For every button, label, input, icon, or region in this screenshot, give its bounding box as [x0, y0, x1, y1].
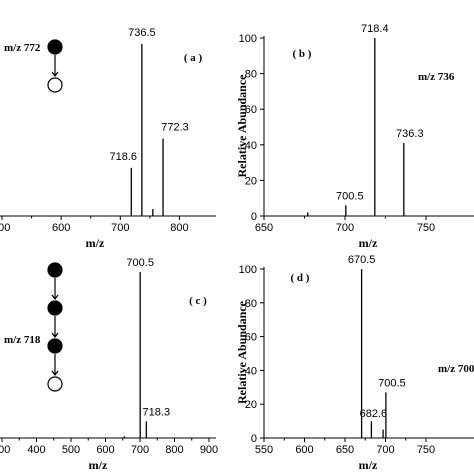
x-axis-title: m/z	[86, 236, 105, 250]
x-tick-label: 600	[52, 222, 70, 234]
x-tick-label: 700	[111, 222, 129, 234]
panel-b: 650 700 750 0 20 40 60 80 100 m/z Relative Abundan…	[235, 23, 474, 250]
panel-label: ( c )	[189, 295, 207, 307]
y-tick-label: 20	[245, 175, 257, 187]
x-tick-label: 500	[0, 222, 10, 234]
peak-label: 736.5	[128, 27, 156, 39]
peak-label: 718.4	[361, 23, 389, 35]
ion-label: m/z 718	[4, 334, 41, 346]
x-tick-label: 650	[255, 222, 273, 234]
x-tick-label: 800	[170, 222, 188, 234]
y-tick-label: 0	[251, 211, 257, 223]
peak-label: 718.3	[143, 406, 171, 418]
y-tick-label: 80	[245, 298, 257, 310]
scheme-arrowhead	[51, 71, 59, 77]
panel-label: ( b )	[293, 48, 312, 60]
filled-circle-icon	[47, 338, 63, 354]
panel-d: 550 600 650 700 750 0 20 40 60 80 100 m/z Relative A…	[235, 254, 474, 472]
panel-label: ( a )	[184, 52, 203, 64]
ion-label: m/z 700	[438, 363, 474, 375]
peak-label: 700.5	[336, 190, 364, 202]
peak-label: 718.6	[110, 151, 138, 163]
ion-label: m/z 736	[418, 71, 455, 83]
x-tick-label: 600	[96, 444, 114, 456]
scheme-arrowhead	[51, 294, 59, 300]
y-tick-label: 40	[245, 365, 257, 377]
open-circle-icon	[47, 77, 63, 93]
y-tick-label: 20	[245, 399, 257, 411]
x-tick-label: 300	[0, 444, 10, 456]
peak-label: 670.5	[348, 254, 376, 266]
scheme-arrowhead	[51, 332, 59, 338]
open-circle-icon	[47, 376, 63, 392]
y-axis-title: Relative Abundance	[235, 300, 249, 404]
peak-label: 682.6	[360, 408, 388, 420]
x-tick-label: 600	[295, 444, 313, 456]
y-tick-label: 60	[245, 104, 257, 116]
y-tick-label: 60	[245, 332, 257, 344]
peak-label: 700.5	[378, 377, 406, 389]
panel-a: 500 600 700 800 m/z 718.6 736.5 772.3 ( a ) m/z 7…	[0, 27, 216, 250]
scheme-arrowhead	[51, 370, 59, 376]
y-tick-label: 40	[245, 140, 257, 152]
y-axis-title: Relative Abundance	[235, 74, 249, 178]
x-tick-label: 750	[417, 222, 435, 234]
x-tick-label: 700	[376, 444, 394, 456]
y-tick-label: 100	[239, 264, 257, 276]
filled-circle-icon	[47, 300, 63, 316]
x-tick-label: 650	[336, 444, 354, 456]
peak-label: 700.5	[126, 257, 154, 269]
peak-label: 772.3	[161, 122, 189, 134]
x-tick-label: 550	[255, 444, 273, 456]
x-tick-label: 400	[27, 444, 45, 456]
x-tick-label: 750	[417, 444, 435, 456]
x-axis-title: m/z	[359, 236, 378, 250]
y-tick-label: 80	[245, 69, 257, 81]
x-tick-label: 700	[131, 444, 149, 456]
x-tick-label: 800	[165, 444, 183, 456]
x-tick-label: 900	[200, 444, 218, 456]
peak-label: 736.3	[396, 128, 424, 140]
x-axis-title: m/z	[359, 458, 378, 472]
x-axis-title: m/z	[89, 458, 108, 472]
y-tick-label: 0	[251, 433, 257, 445]
panel-label: ( d )	[291, 272, 310, 284]
y-tick-label: 100	[239, 33, 257, 45]
ion-label: m/z 772	[4, 42, 41, 54]
filled-circle-icon	[47, 262, 63, 278]
x-tick-label: 500	[62, 444, 80, 456]
x-tick-label: 700	[336, 222, 354, 234]
panel-c: 300 400 500 600 700 800 900 m/z 700.5 718.3 ( c ) m…	[0, 257, 218, 472]
filled-circle-icon	[47, 39, 63, 55]
